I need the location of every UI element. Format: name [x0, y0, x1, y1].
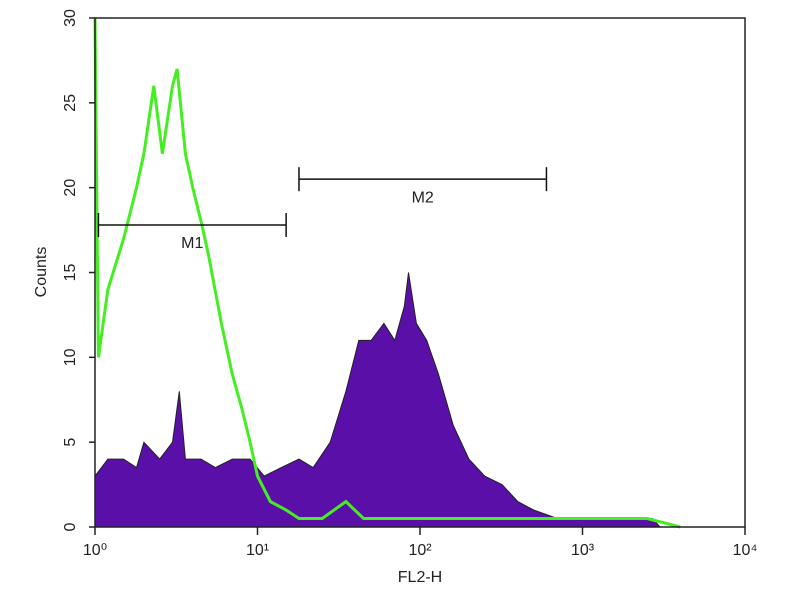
- x-axis-label: FL2-H: [398, 569, 442, 586]
- y-tick-label: 0: [62, 522, 79, 531]
- x-tick-label: 10²: [408, 542, 432, 559]
- x-tick-label: 10⁴: [733, 542, 758, 559]
- x-tick-label: 10¹: [246, 542, 269, 559]
- y-axis-label: Counts: [33, 247, 50, 298]
- y-tick-label: 15: [62, 264, 79, 282]
- y-tick-label: 20: [62, 179, 79, 197]
- y-tick-label: 30: [62, 9, 79, 27]
- histogram-line: [93, 17, 681, 529]
- y-tick-label: 25: [62, 94, 79, 112]
- x-tick-label: 10³: [571, 542, 595, 559]
- histogram-area: [94, 272, 662, 528]
- gate-label: M2: [412, 189, 434, 206]
- gate-label: M1: [181, 235, 203, 252]
- y-tick-label: 5: [62, 438, 79, 447]
- y-tick-label: 10: [62, 348, 79, 366]
- x-tick-label: 10⁰: [83, 542, 107, 559]
